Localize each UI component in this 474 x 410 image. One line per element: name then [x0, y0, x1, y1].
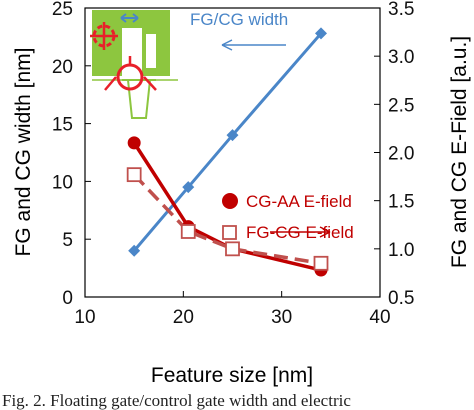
left-y-axis-ticks: 0 5 10 15 20 25: [52, 0, 91, 309]
series-point-2: [225, 241, 240, 257]
left-y-tick-label: 15: [52, 115, 73, 136]
x-axis-label: Feature size [nm]: [151, 364, 313, 387]
width-annotation-label: FG/CG width: [190, 10, 288, 29]
right-y-tick-label: 2.5: [388, 95, 414, 116]
figure-caption: Fig. 2. Floating gate/control gate width…: [2, 391, 351, 410]
series-point-0: [315, 27, 327, 40]
x-tick-label: 10: [74, 307, 95, 328]
series-point-2: [180, 224, 196, 239]
series-line-2: [132, 173, 322, 266]
series-point-0: [226, 129, 239, 142]
x-tick-label: 40: [369, 307, 390, 328]
series-point-2: [126, 167, 142, 183]
legend: CG-AA E-field FG-CG E-field: [222, 192, 354, 242]
width-annotation-arrow: [221, 39, 286, 51]
series-point-2: [313, 255, 329, 271]
right-y-tick-label: 3.0: [388, 47, 414, 68]
series-area: [126, 27, 329, 277]
series-point-0: [182, 181, 195, 194]
right-y-tick-label: 1.0: [388, 240, 414, 261]
left-y-tick-label: 20: [52, 57, 73, 78]
legend-marker-fg-cg: [222, 225, 237, 240]
right-y-axis-label: FG and CG E-Field [a.u.]: [448, 36, 471, 268]
left-y-axis-label: FG and CG width [nm]: [12, 48, 35, 257]
series-point-1: [127, 136, 141, 150]
x-tick-label: 30: [271, 307, 292, 328]
right-y-tick-label: 3.5: [388, 0, 414, 20]
right-y-tick-label: 2.0: [388, 144, 414, 165]
legend-marker-cg-aa: [222, 193, 238, 209]
left-y-tick-label: 5: [62, 230, 73, 251]
efield-annotation-arrow: [270, 226, 331, 238]
left-y-tick-label: 10: [52, 172, 73, 193]
right-y-axis-ticks: 0.5 1.0 1.5 2.0 2.5 3.0 3.5: [374, 0, 414, 309]
right-y-tick-label: 0.5: [388, 288, 414, 309]
series-point-0: [128, 244, 141, 257]
x-axis-ticks: 10 20 30 40: [74, 291, 391, 328]
cell-cross-section-icon: [90, 10, 178, 119]
series-line-0: [133, 32, 323, 252]
series-line-1: [132, 141, 322, 272]
legend-label-fg-cg: FG-CG E-field: [246, 223, 354, 242]
left-y-tick-label: 0: [62, 288, 73, 309]
legend-label-cg-aa: CG-AA E-field: [246, 192, 352, 211]
right-y-tick-label: 1.5: [388, 192, 414, 213]
left-y-tick-label: 25: [52, 0, 73, 20]
x-tick-label: 20: [173, 307, 194, 328]
